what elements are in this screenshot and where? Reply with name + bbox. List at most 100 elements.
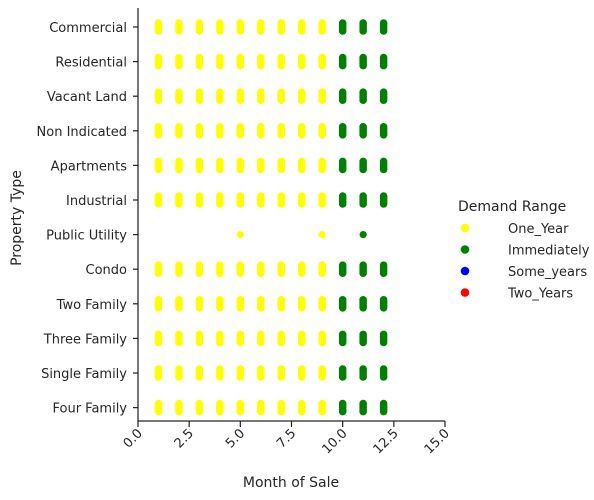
data-point-one-year [216, 61, 224, 70]
data-point-one-year [297, 165, 306, 174]
x-tick-label: 10.0 [319, 426, 350, 457]
data-point-one-year [277, 96, 286, 104]
data-point-one-year [297, 131, 306, 139]
data-point-immediately [338, 304, 347, 312]
data-point-immediately [379, 61, 388, 70]
data-point-immediately [359, 131, 367, 139]
legend-title: Demand Range [458, 199, 566, 215]
data-point-one-year [195, 373, 204, 381]
x-tick-label: 15.0 [422, 426, 453, 457]
data-point-one-year [154, 373, 163, 381]
data-point-one-year [318, 27, 327, 35]
data-point-one-year [297, 407, 306, 416]
data-point-one-year [277, 304, 286, 312]
legend-label: Immediately [508, 244, 590, 259]
data-point-one-year [257, 304, 265, 312]
data-point-one-year [297, 304, 306, 312]
data-point-one-year [195, 61, 204, 70]
data-point-one-year [318, 304, 327, 312]
data-point-one-year [154, 165, 163, 174]
data-point-one-year [175, 373, 183, 381]
data-point-immediately [338, 165, 347, 174]
data-point-one-year [236, 96, 245, 104]
data-point-one-year [195, 269, 204, 278]
data-point-immediately [379, 131, 388, 139]
data-point-one-year [236, 165, 245, 174]
data-point-one-year [195, 407, 204, 416]
axes [137, 8, 445, 422]
data-point-one-year [216, 27, 224, 35]
data-point-one-year [154, 407, 163, 416]
data-point-immediately [379, 407, 388, 416]
data-point-one-year [318, 407, 327, 416]
data-point-one-year [297, 373, 306, 381]
data-point-one-year [216, 269, 224, 278]
data-point-one-year [257, 131, 265, 139]
data-point-one-year [195, 304, 204, 312]
data-point-one-year [195, 96, 204, 104]
data-point-one-year [257, 269, 265, 278]
data-point-one-year [175, 96, 183, 104]
data-point-one-year [277, 269, 286, 278]
data-point-one-year [236, 373, 245, 381]
data-point-one-year [297, 96, 306, 104]
legend-label: Some_years [508, 265, 587, 280]
data-point-one-year [277, 200, 286, 208]
data-point-one-year [297, 200, 306, 208]
data-point-one-year [277, 373, 286, 381]
data-point-one-year [195, 200, 204, 208]
data-point-one-year [257, 165, 265, 174]
y-tick-label: Condo [86, 263, 128, 278]
data-point-immediately [338, 96, 347, 104]
data-point-one-year [175, 27, 183, 35]
y-tick-label: Public Utility [46, 229, 127, 244]
data-point-one-year [175, 200, 183, 208]
y-tick-label: Three Family [43, 332, 128, 347]
y-tick-label: Two Family [56, 298, 128, 313]
data-point-one-year [154, 200, 163, 208]
data-point-immediately [359, 231, 367, 239]
data-point-immediately [359, 165, 367, 174]
data-point-one-year [236, 269, 245, 278]
x-tick-label: 2.5 [172, 426, 197, 451]
data-point-immediately [359, 27, 367, 35]
data-point-immediately [379, 165, 388, 174]
legend: Demand Range One_Year Immediately Some_yea… [458, 199, 590, 302]
data-point-immediately [359, 200, 367, 208]
data-point-one-year [318, 200, 327, 208]
data-point-one-year [236, 61, 245, 70]
data-point-one-year [318, 131, 327, 139]
data-point-immediately [379, 304, 388, 312]
data-point-one-year [216, 338, 224, 347]
data-point-one-year [236, 407, 245, 416]
data-point-immediately [379, 27, 388, 35]
data-point-immediately [338, 269, 347, 278]
data-point-one-year [277, 338, 286, 347]
data-point-one-year [257, 200, 265, 208]
legend-label: One_Year [508, 222, 569, 237]
y-tick-label: Vacant Land [47, 90, 127, 105]
data-point-immediately [379, 269, 388, 278]
y-tick-label: Single Family [41, 367, 127, 382]
data-point-one-year [257, 61, 265, 70]
data-point-one-year [154, 304, 163, 312]
data-point-one-year [236, 304, 245, 312]
data-point-one-year [175, 165, 183, 174]
data-point-immediately [359, 304, 367, 312]
data-point-one-year [154, 96, 163, 104]
data-point-one-year [175, 304, 183, 312]
legend-marker [460, 288, 470, 297]
data-point-one-year [236, 131, 245, 139]
data-point-one-year [257, 407, 265, 416]
data-point-immediately [359, 373, 367, 381]
legend-marker [460, 266, 470, 276]
data-point-one-year [297, 61, 306, 70]
data-point-one-year [216, 407, 224, 416]
data-point-immediately [379, 96, 388, 104]
x-tick-label: 0.0 [121, 426, 146, 451]
data-point-immediately [338, 61, 347, 70]
data-point-one-year [318, 165, 327, 174]
data-point-one-year [216, 131, 224, 139]
data-point-one-year [297, 27, 306, 35]
